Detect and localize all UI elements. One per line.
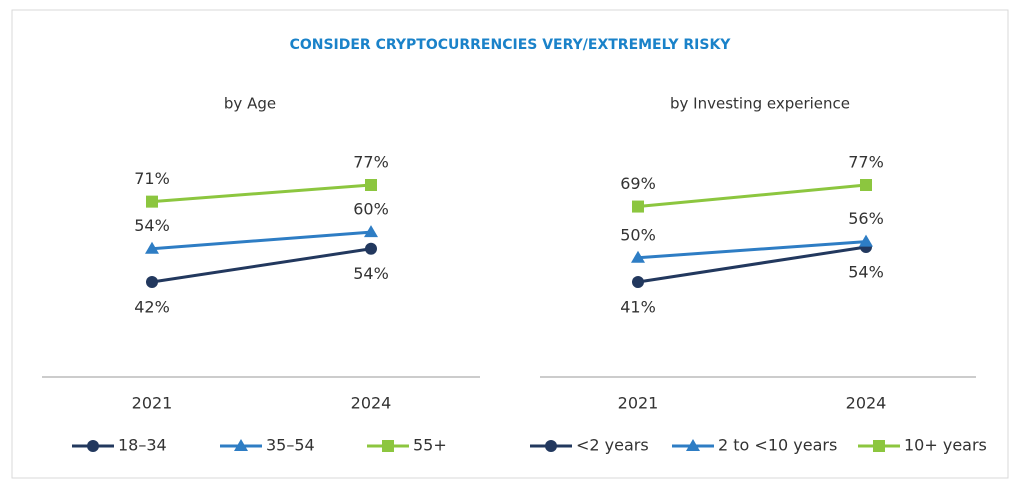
value-label: 42% xyxy=(134,298,170,317)
marker xyxy=(631,250,645,263)
value-label: 77% xyxy=(353,153,389,172)
marker xyxy=(873,440,885,452)
frame xyxy=(11,9,1009,479)
series-line xyxy=(151,247,372,284)
value-label: 54% xyxy=(353,264,389,283)
marker xyxy=(382,440,394,452)
value-label: 54% xyxy=(134,216,170,235)
value-label: 69% xyxy=(620,174,656,193)
marker xyxy=(146,276,158,288)
marker xyxy=(860,179,872,191)
marker xyxy=(632,276,644,288)
series-line xyxy=(637,183,867,209)
subtitle: by Investing experience xyxy=(670,95,850,113)
legend-label: 10+ years xyxy=(904,436,987,455)
series-line xyxy=(151,183,372,204)
x-tick-label: 2021 xyxy=(132,394,173,413)
marker xyxy=(365,179,377,191)
marker xyxy=(365,242,377,255)
marker xyxy=(545,440,557,452)
value-label: 71% xyxy=(134,169,170,188)
series-line xyxy=(637,245,867,284)
legend-label: 55+ xyxy=(413,436,447,455)
value-label: 77% xyxy=(848,153,884,172)
legend-label: 35–54 xyxy=(266,436,315,455)
value-label: 41% xyxy=(620,298,656,317)
x-tick-label: 2024 xyxy=(351,394,392,413)
legend-label: 18–34 xyxy=(118,436,167,455)
marker xyxy=(859,234,873,247)
legend-label: 2 to <10 years xyxy=(718,436,837,455)
legend-label: <2 years xyxy=(576,436,649,455)
marker xyxy=(364,225,378,238)
x-tick-label: 2021 xyxy=(618,394,659,413)
marker xyxy=(146,195,158,208)
marker xyxy=(686,439,700,451)
marker xyxy=(145,241,159,254)
series-line xyxy=(637,240,867,260)
marker xyxy=(632,200,644,213)
value-label: 50% xyxy=(620,225,656,244)
marker xyxy=(234,439,248,451)
value-label: 54% xyxy=(848,262,884,281)
value-label: 56% xyxy=(848,209,884,228)
series-line xyxy=(151,230,372,251)
subtitle: by Age xyxy=(224,95,276,113)
value-label: 60% xyxy=(353,200,389,219)
marker xyxy=(87,440,99,452)
x-tick-label: 2024 xyxy=(846,394,887,413)
chart-title: CONSIDER CRYPTOCURRENCIES VERY/EXTREMELY… xyxy=(290,37,732,53)
